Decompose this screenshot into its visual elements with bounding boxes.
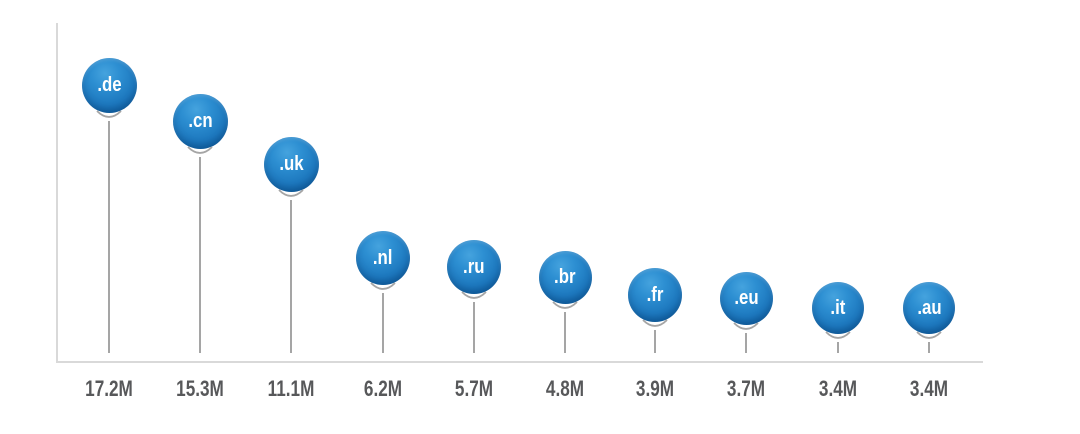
balloon-string (564, 311, 566, 353)
value-label-ru: 5.7M (454, 376, 494, 401)
value-label-au: 3.4M (909, 376, 949, 401)
balloon-string (928, 342, 930, 353)
balloon-label-au: .au (916, 297, 942, 319)
balloon-label-it: .it (830, 297, 846, 319)
balloon-label-cn: .cn (187, 110, 213, 132)
balloon-string (473, 302, 475, 353)
balloon-uk: .uk (263, 136, 319, 192)
balloon-label-fr: .fr (646, 284, 664, 306)
balloon-string (837, 342, 839, 353)
value-label-br: 4.8M (545, 376, 585, 401)
balloon-knot-icon (552, 300, 578, 309)
balloon-string (654, 330, 656, 353)
balloon-fr: .fr (628, 268, 682, 322)
balloon-ru: .ru (447, 240, 501, 294)
value-label-de: 17.2M (85, 376, 133, 401)
balloon-eu: .eu (719, 271, 773, 325)
balloon-br: .br (538, 250, 592, 304)
value-label-nl: 6.2M (363, 376, 403, 401)
balloon-knot-icon (825, 331, 851, 339)
value-label-it: 3.4M (818, 376, 858, 401)
value-label-cn: 15.3M (176, 376, 224, 401)
balloon-knot-icon (461, 291, 487, 299)
balloon-nl: .nl (356, 231, 410, 285)
balloon-knot-icon (187, 145, 213, 154)
value-label-eu: 3.7M (726, 376, 766, 401)
balloon-label-nl: .nl (373, 247, 393, 269)
value-label-uk: 11.1M (267, 376, 315, 401)
balloon-string (290, 199, 292, 353)
balloon-string (745, 332, 747, 353)
balloon-string (199, 156, 201, 353)
balloon-label-uk: .uk (278, 153, 304, 175)
balloon-label-ru: .ru (463, 256, 485, 278)
y-axis-line (56, 23, 58, 363)
balloon-label-de: .de (96, 74, 122, 96)
balloon-au: .au (903, 282, 955, 334)
balloon-string (382, 293, 384, 353)
balloon-cn: .cn (172, 93, 228, 149)
balloon-label-br: .br (554, 266, 576, 288)
balloon-it: .it (812, 282, 864, 334)
balloon-label-eu: .eu (733, 287, 759, 309)
balloon-string (108, 120, 110, 353)
balloon-knot-icon (370, 282, 396, 290)
balloon-knot-icon (916, 331, 942, 339)
balloon-knot-icon (278, 188, 304, 197)
balloon-knot-icon (642, 319, 668, 327)
balloon-knot-icon (96, 109, 122, 118)
x-axis-line (56, 361, 983, 363)
value-label-fr: 3.9M (635, 376, 675, 401)
balloon-knot-icon (733, 321, 759, 330)
balloon-de: .de (81, 57, 137, 113)
